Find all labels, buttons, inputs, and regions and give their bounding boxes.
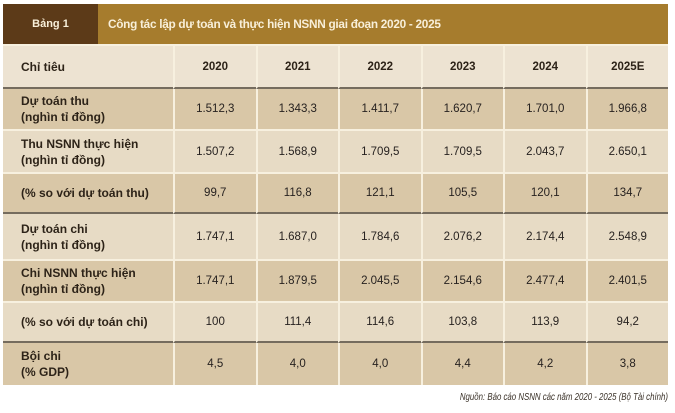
cell-value: 1.411,7	[338, 89, 421, 131]
cell-value: 2.174,4	[503, 214, 586, 261]
cell-value: 99,7	[173, 174, 256, 214]
page: Bảng 1 Công tác lập dự toán và thực hiện…	[3, 4, 668, 405]
cell-value: 4,2	[503, 343, 586, 385]
cell-value: 1.507,2	[173, 131, 256, 174]
row-label-line-1: Bội chi	[21, 349, 62, 363]
table-row-revenue-actual: Thu NSNN thực hiện (nghìn tỉ đồng) 1.507…	[3, 131, 668, 174]
cell-value: 1.568,9	[255, 131, 338, 174]
cell-value: 2.043,7	[503, 131, 586, 174]
row-label-line-1: (% so với dự toán thu)	[21, 186, 149, 200]
cell-value: 1.343,3	[255, 89, 338, 131]
table-row-expenditure-estimate: Dự toán chi (nghìn tỉ đồng) 1.747,1 1.68…	[3, 214, 668, 261]
column-header-year-2025e: 2025E	[585, 46, 668, 89]
cell-value: 2.477,4	[503, 261, 586, 303]
cell-value: 1.879,5	[255, 261, 338, 303]
row-label: Dự toán chi (nghìn tỉ đồng)	[3, 214, 173, 261]
cell-value: 1.784,6	[338, 214, 421, 261]
row-label-line-2: (nghìn tỉ đồng)	[21, 282, 105, 296]
cell-value: 1.747,1	[173, 214, 256, 261]
cell-value: 103,8	[420, 303, 503, 343]
column-header-year-2021: 2021	[255, 46, 338, 89]
table-row-deficit: Bội chi (% GDP) 4,5 4,0 4,0 4,4 4,2 3,8	[3, 343, 668, 385]
cell-value: 94,2	[585, 303, 668, 343]
cell-value: 4,4	[420, 343, 503, 385]
cell-value: 2.045,5	[338, 261, 421, 303]
table-number-badge: Bảng 1	[3, 4, 98, 44]
table-header-row: Chỉ tiêu 2020 2021 2022 2023 2024 2025E	[3, 46, 668, 89]
cell-value: 105,5	[420, 174, 503, 214]
row-label-line-2: (% GDP)	[21, 365, 69, 379]
row-label-line-1: Chi NSNN thực hiện	[21, 266, 136, 280]
column-header-year-2022: 2022	[338, 46, 421, 89]
table-row-expenditure-actual: Chi NSNN thực hiện (nghìn tỉ đồng) 1.747…	[3, 261, 668, 303]
cell-value: 1.709,5	[338, 131, 421, 174]
row-label-line-1: Dự toán thu	[21, 94, 90, 108]
column-header-year-2024: 2024	[503, 46, 586, 89]
cell-value: 1.687,0	[255, 214, 338, 261]
row-label-line-2: (nghìn tỉ đồng)	[21, 237, 105, 252]
row-label: Chi NSNN thực hiện (nghìn tỉ đồng)	[3, 261, 173, 303]
cell-value: 1.620,7	[420, 89, 503, 131]
cell-value: 121,1	[338, 174, 421, 214]
table-row-revenue-percent: (% so với dự toán thu) 99,7 116,8 121,1 …	[3, 174, 668, 214]
table-header-bar: Bảng 1 Công tác lập dự toán và thực hiện…	[3, 4, 668, 44]
cell-value: 134,7	[585, 174, 668, 214]
cell-value: 1.512,3	[173, 89, 256, 131]
column-header-year-2020: 2020	[173, 46, 256, 89]
table-row-revenue-estimate: Dự toán thu (nghìn tỉ đồng) 1.512,3 1.34…	[3, 89, 668, 131]
row-label-line-1: Thu NSNN thực hiện	[21, 136, 139, 151]
cell-value: 2.548,9	[585, 214, 668, 261]
cell-value: 120,1	[503, 174, 586, 214]
cell-value: 4,0	[255, 343, 338, 385]
cell-value: 1.747,1	[173, 261, 256, 303]
cell-value: 100	[173, 303, 256, 343]
row-label: (% so với dự toán thu)	[3, 174, 173, 214]
row-label-line-1: (% so với dự toán chi)	[21, 315, 148, 329]
cell-value: 1.701,0	[503, 89, 586, 131]
cell-value: 2.076,2	[420, 214, 503, 261]
cell-value: 2.650,1	[585, 131, 668, 174]
row-label: Thu NSNN thực hiện (nghìn tỉ đồng)	[3, 131, 173, 174]
budget-table: Chỉ tiêu 2020 2021 2022 2023 2024 2025E …	[3, 44, 668, 385]
cell-value: 2.154,6	[420, 261, 503, 303]
cell-value: 116,8	[255, 174, 338, 214]
cell-value: 3,8	[585, 343, 668, 385]
table-title: Công tác lập dự toán và thực hiện NSNN g…	[108, 17, 441, 31]
column-header-indicator: Chỉ tiêu	[3, 46, 173, 89]
table-row-expenditure-percent: (% so với dự toán chi) 100 111,4 114,6 1…	[3, 303, 668, 343]
column-header-year-2023: 2023	[420, 46, 503, 89]
row-label: (% so với dự toán chi)	[3, 303, 173, 343]
row-label: Bội chi (% GDP)	[3, 343, 173, 385]
cell-value: 114,6	[338, 303, 421, 343]
source-note: Nguồn: Báo cáo NSNN các năm 2020 - 2025 …	[459, 392, 668, 403]
row-label-line-2: (nghìn tỉ đồng)	[21, 152, 105, 167]
cell-value: 4,0	[338, 343, 421, 385]
cell-value: 113,9	[503, 303, 586, 343]
cell-value: 4,5	[173, 343, 256, 385]
cell-value: 1.966,8	[585, 89, 668, 131]
row-label: Dự toán thu (nghìn tỉ đồng)	[3, 89, 173, 131]
cell-value: 111,4	[255, 303, 338, 343]
cell-value: 1.709,5	[420, 131, 503, 174]
cell-value: 2.401,5	[585, 261, 668, 303]
row-label-line-2: (nghìn tỉ đồng)	[21, 110, 105, 124]
row-label-line-1: Dự toán chi	[21, 221, 88, 236]
